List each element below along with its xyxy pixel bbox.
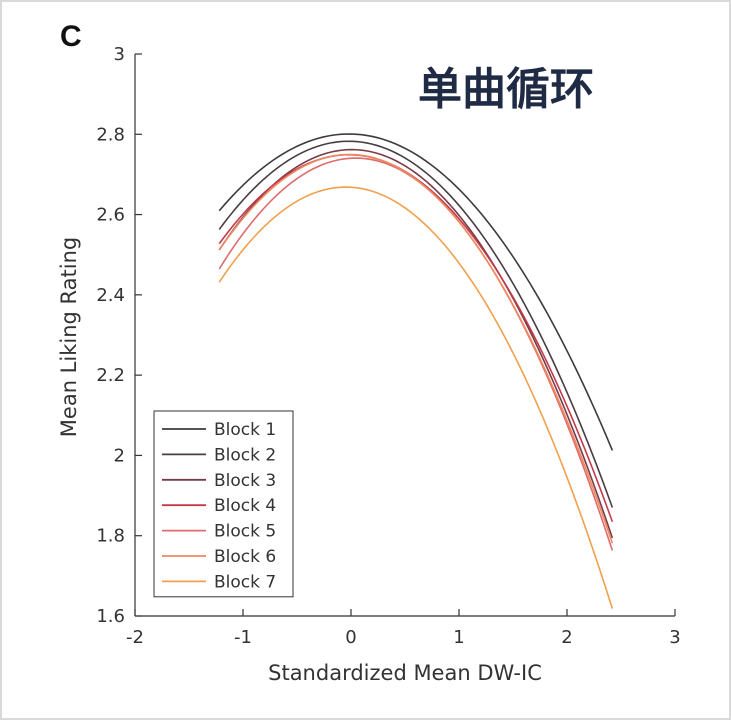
series-line-block-7 [218,186,614,609]
legend-label: Block 5 [214,522,276,542]
series-lines [218,133,614,609]
x-tick-label: 1 [453,627,464,648]
overlay-title: 单曲循环 [418,64,594,115]
legend-label: Block 4 [214,496,276,516]
series-line-block-1 [218,133,614,451]
x-tick-label: 2 [561,627,572,648]
series-line-block-2 [218,140,614,508]
y-tick-label: 2 [114,445,125,466]
series-line-block-3 [218,148,614,539]
legend-label: Block 1 [214,420,276,440]
legend-box [153,410,294,598]
axes: 1.6 1.8 2 2.2 2.4 2.6 2.8 3 -2 -1 0 1 2 3 [96,44,680,648]
x-axis-label: Standardized Mean DW-IC [268,661,542,685]
y-tick-label: 2.4 [96,285,125,306]
y-tick-label: 2.8 [96,124,125,145]
y-axis-label: Mean Liking Rating [57,237,81,437]
y-tick-label: 2.6 [96,205,125,226]
legend-label: Block 6 [214,547,276,567]
x-tick-label: -1 [234,627,252,648]
y-tick-label: 1.8 [96,526,125,547]
x-tick-label: -2 [126,627,144,648]
x-tick-label: 0 [345,627,356,648]
y-tick-label: 3 [114,44,125,65]
legend-label: Block 3 [214,471,276,491]
legend-label: Block 7 [214,572,276,592]
legend: Block 1 Block 2 Block 3 Block 4 Block 5 Block… [153,410,294,598]
x-tick-label: 3 [669,627,680,648]
y-tick-label: 2.2 [96,365,125,386]
panel-letter: C [60,20,82,53]
y-tick-label: 1.6 [96,606,125,627]
series-line-block-6 [218,153,614,544]
legend-label: Block 2 [214,445,276,465]
